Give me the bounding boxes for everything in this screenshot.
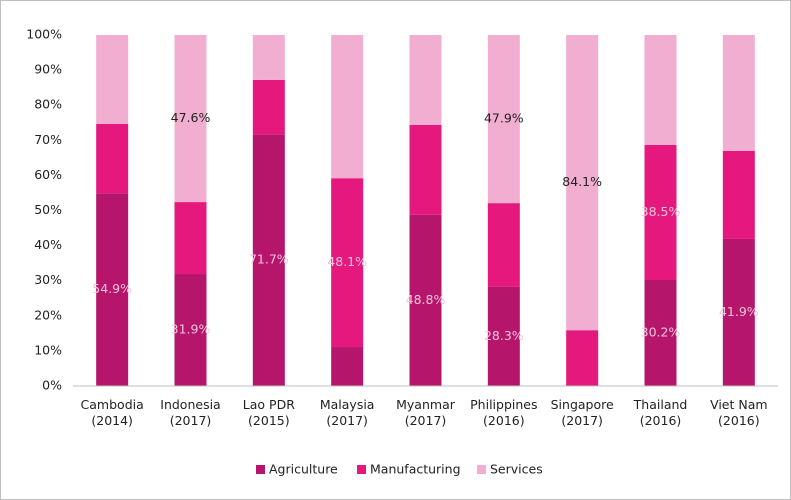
data-label: 28.3% <box>484 328 524 343</box>
x-tick-label: Cambodia (2014) <box>80 397 144 428</box>
y-tick-label: 90% <box>34 62 62 77</box>
data-label: 54.9% <box>92 281 132 296</box>
legend-label: Agriculture <box>269 462 338 477</box>
bar-segment <box>644 35 677 145</box>
data-label: 84.1% <box>562 174 602 189</box>
x-tick-label: Malaysia (2017) <box>319 397 375 428</box>
x-tick-label: Philippines (2016) <box>470 397 538 428</box>
bar-segment <box>722 150 755 239</box>
bar-segment <box>409 124 442 215</box>
bar-segment <box>566 330 599 386</box>
bar-segment <box>644 279 677 386</box>
data-label: 41.9% <box>719 304 759 319</box>
y-tick-label: 10% <box>34 342 62 357</box>
bar-segment <box>331 347 364 386</box>
x-tick-label: Indonesia (2017) <box>160 397 221 428</box>
bar-segment <box>252 35 285 80</box>
bar-segment <box>409 35 442 125</box>
data-label: 38.5% <box>641 204 681 219</box>
y-tick-label: 30% <box>34 272 62 287</box>
data-label: 30.2% <box>641 324 681 339</box>
bar-segment <box>331 35 364 179</box>
bar-segment <box>174 202 207 275</box>
data-label: 47.9% <box>484 111 524 126</box>
bar-segment <box>487 203 520 287</box>
bar-segment <box>174 274 207 386</box>
y-tick-label: 50% <box>34 202 62 217</box>
y-tick-label: 20% <box>34 307 62 322</box>
bar-segment <box>96 193 129 386</box>
x-tick-label: Viet Nam (2016) <box>710 397 768 428</box>
bar-segment <box>252 79 285 135</box>
legend-label: Manufacturing <box>370 462 461 477</box>
y-tick-label: 60% <box>34 167 62 182</box>
y-tick-label: 40% <box>34 237 62 252</box>
bar-segment <box>96 123 129 194</box>
data-label: 31.9% <box>171 322 211 337</box>
y-tick-label: 80% <box>34 97 62 112</box>
x-tick-label: Lao PDR (2015) <box>242 397 295 428</box>
y-tick-label: 100% <box>26 27 62 42</box>
x-tick-label: Myanmar (2017) <box>396 397 455 428</box>
bar-segment <box>174 35 207 203</box>
legend-label: Services <box>490 462 543 477</box>
bar-segment <box>96 35 129 124</box>
y-tick-label: 0% <box>42 378 62 393</box>
data-label: 47.6% <box>171 110 211 125</box>
data-label: 48.1% <box>327 254 367 269</box>
y-tick-label: 70% <box>34 132 62 147</box>
bar-segment <box>331 178 364 348</box>
legend-swatch <box>477 465 486 474</box>
legend-swatch <box>256 465 265 474</box>
bar-segment <box>252 134 285 386</box>
data-label: 48.8% <box>406 292 446 307</box>
bar-segment <box>487 286 520 386</box>
bar-segment <box>722 35 755 151</box>
x-tick-label: Thailand (2016) <box>633 397 688 428</box>
bar-segment <box>487 35 520 204</box>
x-tick-label: Singapore (2017) <box>550 397 614 428</box>
bar-segment <box>644 144 677 280</box>
data-label: 71.7% <box>249 252 289 267</box>
bar-segment <box>409 214 442 386</box>
legend-swatch <box>357 465 366 474</box>
bar-segment <box>566 35 599 331</box>
bar-segment <box>722 238 755 386</box>
